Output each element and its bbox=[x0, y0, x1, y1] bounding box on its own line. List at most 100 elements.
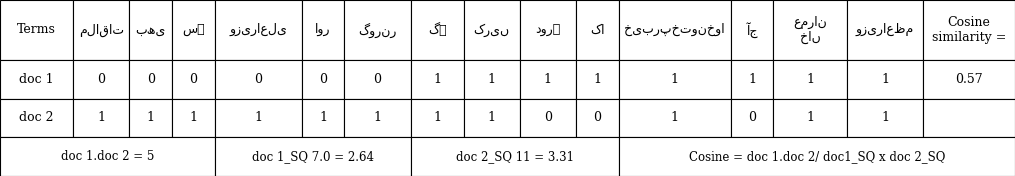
Bar bbox=[301, 99, 344, 137]
Bar bbox=[344, 99, 411, 137]
Text: 1: 1 bbox=[671, 111, 679, 124]
Bar bbox=[215, 0, 301, 60]
Text: اور: اور bbox=[316, 23, 331, 36]
Bar bbox=[576, 99, 618, 137]
Bar bbox=[0, 99, 73, 137]
Text: 1: 1 bbox=[374, 111, 382, 124]
Text: بھی: بھی bbox=[136, 23, 166, 36]
Text: دورہ: دورہ bbox=[535, 23, 560, 36]
Text: گورنر: گورنر bbox=[358, 22, 397, 37]
Text: 1: 1 bbox=[671, 73, 679, 86]
Text: 1: 1 bbox=[544, 73, 552, 86]
Bar bbox=[464, 60, 520, 99]
Bar bbox=[411, 99, 464, 137]
Text: 0: 0 bbox=[374, 73, 382, 86]
Bar bbox=[73, 99, 130, 137]
Text: 1: 1 bbox=[806, 73, 814, 86]
Text: doc 1_SQ 7.0 = 2.64: doc 1_SQ 7.0 = 2.64 bbox=[252, 150, 374, 163]
Bar bbox=[215, 60, 301, 99]
Text: 1: 1 bbox=[319, 111, 327, 124]
Text: 1: 1 bbox=[190, 111, 198, 124]
Text: کا: کا bbox=[590, 23, 604, 36]
Bar bbox=[130, 99, 173, 137]
Text: خیبرپختونخوا: خیبرپختونخوا bbox=[624, 23, 725, 36]
Bar bbox=[301, 0, 344, 60]
Text: 0: 0 bbox=[97, 73, 106, 86]
Text: 1: 1 bbox=[881, 73, 889, 86]
Bar bbox=[773, 60, 847, 99]
Text: سے: سے bbox=[183, 23, 205, 36]
Text: doc 1: doc 1 bbox=[19, 73, 54, 86]
Text: 1: 1 bbox=[593, 73, 601, 86]
Text: 1: 1 bbox=[147, 111, 155, 124]
Bar bbox=[215, 137, 411, 176]
Bar bbox=[344, 60, 411, 99]
Text: 0: 0 bbox=[593, 111, 601, 124]
Bar bbox=[924, 60, 1015, 99]
Bar bbox=[73, 60, 130, 99]
Bar bbox=[464, 99, 520, 137]
Bar bbox=[618, 60, 731, 99]
Bar bbox=[344, 0, 411, 60]
Text: 0: 0 bbox=[544, 111, 552, 124]
Bar bbox=[924, 99, 1015, 137]
Bar bbox=[411, 60, 464, 99]
Text: وزیراعظم: وزیراعظم bbox=[856, 23, 915, 36]
Text: 0: 0 bbox=[319, 73, 327, 86]
Bar bbox=[173, 99, 215, 137]
Text: آج: آج bbox=[746, 22, 758, 38]
Text: doc 1.doc 2 = 5: doc 1.doc 2 = 5 bbox=[61, 150, 154, 163]
Text: 0: 0 bbox=[190, 73, 198, 86]
Bar bbox=[520, 0, 576, 60]
Text: 1: 1 bbox=[433, 111, 442, 124]
Text: 1: 1 bbox=[255, 111, 262, 124]
Bar bbox=[173, 0, 215, 60]
Text: 1: 1 bbox=[487, 73, 495, 86]
Text: گے: گے bbox=[428, 23, 447, 37]
Bar bbox=[0, 0, 73, 60]
Bar bbox=[130, 60, 173, 99]
Bar bbox=[520, 60, 576, 99]
Text: عمران
خاں: عمران خاں bbox=[794, 16, 827, 44]
Bar bbox=[411, 0, 464, 60]
Bar bbox=[731, 60, 773, 99]
Bar bbox=[731, 0, 773, 60]
Text: 0: 0 bbox=[147, 73, 155, 86]
Text: ملاقات: ملاقات bbox=[79, 23, 124, 37]
Text: 1: 1 bbox=[433, 73, 442, 86]
Text: doc 2_SQ 11 = 3.31: doc 2_SQ 11 = 3.31 bbox=[456, 150, 573, 163]
Text: Cosine = doc 1.doc 2/ doc1_SQ x doc 2_SQ: Cosine = doc 1.doc 2/ doc1_SQ x doc 2_SQ bbox=[688, 150, 945, 163]
Bar bbox=[576, 60, 618, 99]
Text: کریں: کریں bbox=[474, 23, 510, 37]
Bar bbox=[464, 0, 520, 60]
Bar bbox=[0, 60, 73, 99]
Bar bbox=[847, 60, 924, 99]
Bar bbox=[618, 99, 731, 137]
Bar bbox=[0, 137, 215, 176]
Text: 0: 0 bbox=[255, 73, 262, 86]
Bar bbox=[924, 0, 1015, 60]
Bar bbox=[411, 137, 618, 176]
Text: 1: 1 bbox=[806, 111, 814, 124]
Text: وزیراعلی: وزیراعلی bbox=[229, 23, 287, 36]
Text: 1: 1 bbox=[881, 111, 889, 124]
Bar bbox=[173, 60, 215, 99]
Bar bbox=[576, 0, 618, 60]
Bar bbox=[773, 0, 847, 60]
Text: doc 2: doc 2 bbox=[19, 111, 54, 124]
Bar bbox=[847, 0, 924, 60]
Text: 0: 0 bbox=[748, 111, 756, 124]
Bar bbox=[847, 99, 924, 137]
Bar bbox=[773, 99, 847, 137]
Bar bbox=[618, 137, 1015, 176]
Bar bbox=[520, 99, 576, 137]
Bar bbox=[73, 0, 130, 60]
Bar bbox=[731, 99, 773, 137]
Text: 0.57: 0.57 bbox=[955, 73, 983, 86]
Text: 1: 1 bbox=[748, 73, 756, 86]
Text: 1: 1 bbox=[487, 111, 495, 124]
Bar bbox=[130, 0, 173, 60]
Bar bbox=[215, 99, 301, 137]
Bar bbox=[301, 60, 344, 99]
Text: Terms: Terms bbox=[17, 23, 56, 36]
